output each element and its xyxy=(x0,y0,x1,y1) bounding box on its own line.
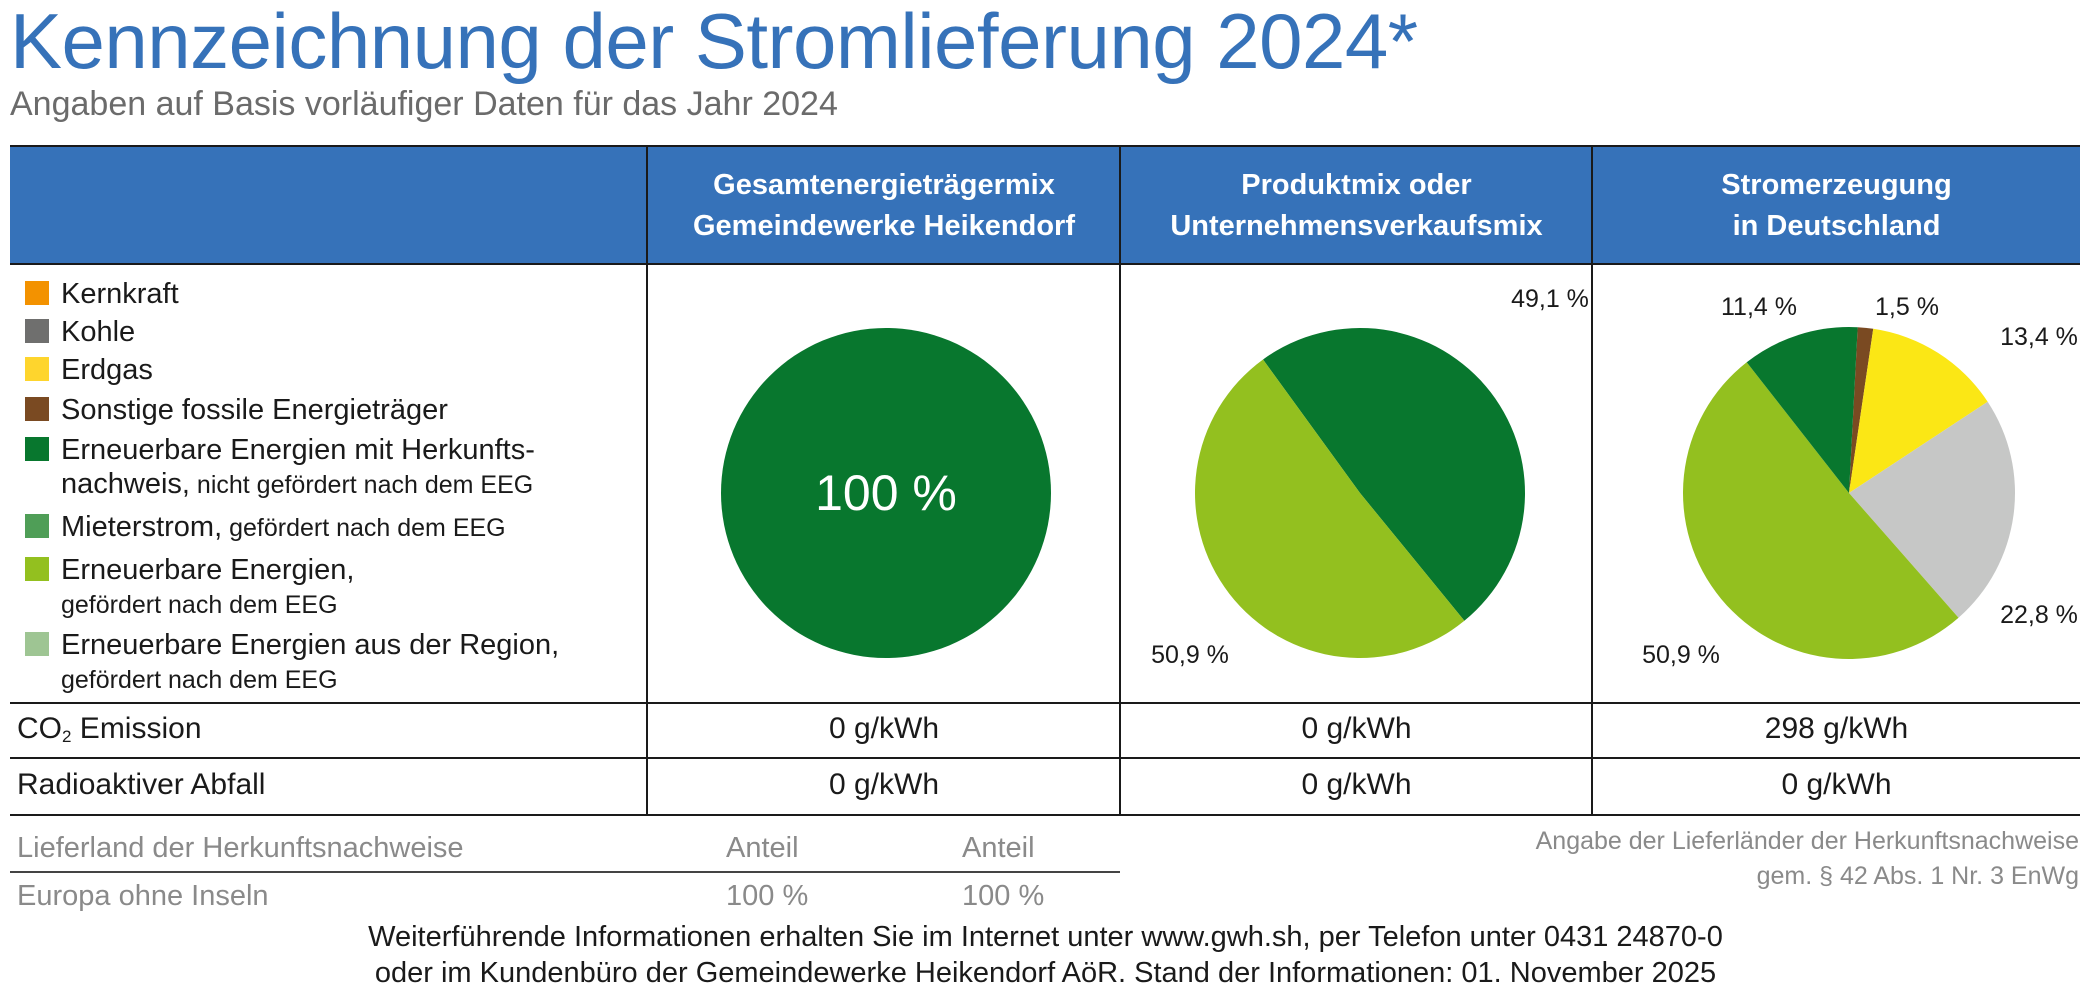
abfall-value-gesamtmix: 0 g/kWh xyxy=(828,768,940,801)
legend-label: Mieterstrom, gefördert nach dem EEG xyxy=(61,510,506,545)
lieferland-row-val1: 100 % xyxy=(726,880,809,912)
legend-item-erdgas: Erdgas xyxy=(25,353,153,387)
legend-label-note: gefördert nach dem EEG xyxy=(61,591,338,619)
table-header-band xyxy=(10,147,2080,264)
co2-value-produktmix: 0 g/kWh xyxy=(1301,712,1412,745)
lieferlaender-note: Angabe der Lieferländer der Herkunftsnac… xyxy=(1536,824,2079,894)
column-header-line1: Produktmix oder xyxy=(1241,168,1472,201)
radioaktiver-abfall-label: Radioaktiver Abfall xyxy=(17,768,266,801)
table-top-border xyxy=(10,145,2080,147)
legend-label-note: gefördert nach dem EEG xyxy=(222,514,506,542)
row-divider xyxy=(10,702,2080,704)
co2-emission-label: CO2 Emission xyxy=(17,712,202,747)
legend-swatch xyxy=(25,632,49,656)
co2-value-deutschland: 298 g/kWh xyxy=(1764,712,1909,745)
pie-chart-deutschland: 1,5 % 13,4 % 22,8 % 50,9 % 11,4 % xyxy=(1642,293,2078,669)
legend-swatch xyxy=(25,437,49,461)
legend-swatch xyxy=(25,281,49,305)
pie-slice xyxy=(1849,401,2015,618)
legend-label: Erneuerbare Energien aus der Region, gef… xyxy=(61,628,559,697)
pie-chart-gesamtmix: 100 % xyxy=(721,328,1051,658)
pie-slice xyxy=(721,328,1051,658)
co2-label-suffix: Emission xyxy=(71,712,202,745)
pie-slice xyxy=(1849,328,1988,493)
legend-swatch xyxy=(25,319,49,343)
co2-label-text: CO xyxy=(17,712,62,745)
pie-slice xyxy=(1194,359,1465,659)
pie-slice-label: 11,4 % xyxy=(1721,293,1797,321)
legend-label-line1: Mieterstrom, xyxy=(61,511,223,543)
column-divider xyxy=(1591,145,1593,816)
column-header-line1: Stromerzeugung xyxy=(1721,168,1952,201)
lieferland-row-label: Europa ohne Inseln xyxy=(17,880,269,912)
column-header-deutschland: Stromerzeugung in Deutschland xyxy=(1593,147,2080,264)
legend-label: Erneuerbare Energien mit Herkunfts- nach… xyxy=(61,433,535,502)
row-divider xyxy=(10,757,2080,759)
legend-label-line1: Erneuerbare Energien mit Herkunfts- xyxy=(61,434,535,466)
footer-line1: Weiterführende Informationen erhalten Si… xyxy=(368,921,1723,953)
column-header-line2: Gemeindewerke Heikendorf xyxy=(693,209,1075,242)
footer-info: Weiterführende Informationen erhalten Si… xyxy=(0,919,2091,991)
pie-slice-label: 49,1 % xyxy=(1511,285,1589,313)
legend-label-note: gefördert nach dem EEG xyxy=(61,666,338,694)
legend-swatch xyxy=(25,357,49,381)
legend-label-line1: Erneuerbare Energien aus der Region, xyxy=(61,629,560,661)
legend-label: Erneuerbare Energien, gefördert nach dem… xyxy=(61,553,354,622)
lieferland-col2-header: Anteil xyxy=(962,832,1035,864)
legend-swatch xyxy=(25,514,49,538)
legend-label-line1: Erneuerbare Energien, xyxy=(61,554,355,586)
legend-item-ee-herkunftsnachweis: Erneuerbare Energien mit Herkunfts- nach… xyxy=(25,433,535,502)
legend-item-kohle: Kohle xyxy=(25,315,135,349)
legend-label-line2: nachweis, xyxy=(61,468,190,500)
pie-slice-label: 22,8 % xyxy=(2000,601,2078,629)
pie-slice-label: 50,9 % xyxy=(1151,641,1229,669)
pie-slice xyxy=(1746,327,1858,493)
legend-item-ee-eeg: Erneuerbare Energien, gefördert nach dem… xyxy=(25,553,354,622)
column-divider xyxy=(1119,145,1121,816)
page-subtitle: Angaben auf Basis vorläufiger Daten für … xyxy=(10,85,838,123)
column-header-line2: Unternehmensverkaufsmix xyxy=(1170,209,1543,242)
note-line2: gem. § 42 Abs. 1 Nr. 3 EnWg xyxy=(1756,862,2079,890)
legend-item-sonstige-fossile: Sonstige fossile Energieträger xyxy=(25,393,448,427)
legend-swatch xyxy=(25,557,49,581)
lieferland-col1-header: Anteil xyxy=(726,832,799,864)
co2-value-gesamtmix: 0 g/kWh xyxy=(828,712,940,745)
abfall-value-deutschland: 0 g/kWh xyxy=(1781,768,1892,801)
pie-slice-label: 50,9 % xyxy=(1642,641,1720,669)
legend-swatch xyxy=(25,397,49,421)
page-title: Kennzeichnung der Stromlieferung 2024* xyxy=(10,0,1418,85)
pie-slice xyxy=(1849,327,1874,493)
footer-line2: oder im Kundenbüro der Gemeindewerke Hei… xyxy=(374,957,1717,989)
abfall-value-produktmix: 0 g/kWh xyxy=(1301,768,1412,801)
pie-slice-label: 1,5 % xyxy=(1875,293,1939,321)
column-header-produktmix: Produktmix oder Unternehmensverkaufsmix xyxy=(1121,147,1592,264)
pie-chart-produktmix: 49,1 % 50,9 % xyxy=(1151,285,1589,669)
column-header-gesamtmix: Gesamtenergieträgermix Gemeindewerke Hei… xyxy=(648,147,1120,264)
legend-item-mieterstrom: Mieterstrom, gefördert nach dem EEG xyxy=(25,510,506,545)
column-header-line1: Gesamtenergieträgermix xyxy=(713,168,1055,201)
column-header-line2: in Deutschland xyxy=(1732,209,1941,242)
note-line1: Angabe der Lieferländer der Herkunftsnac… xyxy=(1535,827,2079,855)
co2-subscript: 2 xyxy=(62,727,72,746)
legend-label: Kernkraft xyxy=(61,278,179,310)
lieferland-row-val2: 100 % xyxy=(962,880,1045,912)
legend-item-kernkraft: Kernkraft xyxy=(25,277,179,311)
header-bottom-border xyxy=(10,263,2080,265)
column-divider xyxy=(646,145,648,816)
legend-label: Erdgas xyxy=(61,354,153,386)
lieferland-divider xyxy=(10,871,1120,873)
legend-label: Sonstige fossile Energieträger xyxy=(61,394,448,426)
pie-slice xyxy=(1682,362,1959,660)
pie-slice xyxy=(1263,328,1525,621)
legend-label-note: nicht gefördert nach dem EEG xyxy=(189,471,534,499)
pie-slice-label: 13,4 % xyxy=(2000,323,2078,351)
table-bottom-border xyxy=(10,814,2080,816)
legend-item-ee-region: Erneuerbare Energien aus der Region, gef… xyxy=(25,628,559,697)
pie-slice-label: 100 % xyxy=(815,465,957,521)
legend-label: Kohle xyxy=(61,316,136,348)
lieferland-header: Lieferland der Herkunftsnachweise xyxy=(17,832,464,864)
